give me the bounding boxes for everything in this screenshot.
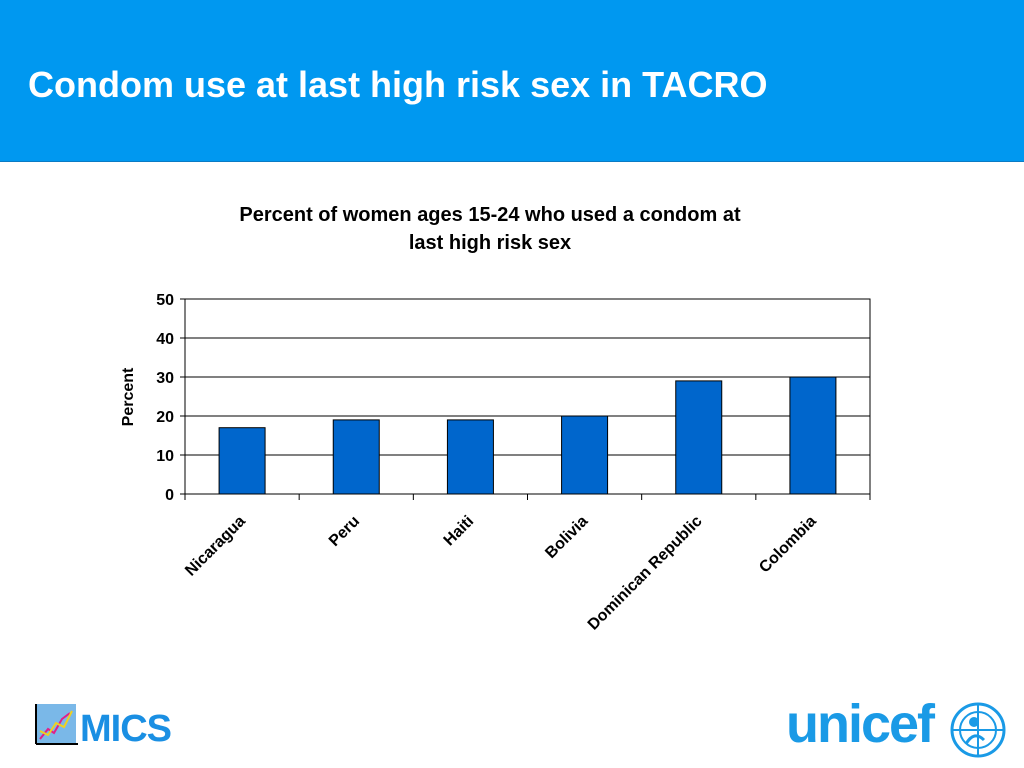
bar-colombia: [789, 376, 837, 495]
chart-title: Percent of women ages 15-24 who used a c…: [140, 201, 840, 257]
bar-haiti: [446, 419, 494, 495]
slide-title: Condom use at last high risk sex in TACR…: [28, 64, 768, 105]
chart-title-line-2: last high risk sex: [408, 232, 572, 254]
unicef-emblem-icon: [950, 702, 1006, 758]
y-axis-label: Percent: [120, 367, 137, 426]
x-tick-label: Dominican Republic: [585, 513, 706, 634]
bar-peru: [332, 419, 380, 495]
bar-chart: 0 10 20 30 40 50 Nicaragua Peru Haiti BoliviaDomi…: [120, 292, 871, 634]
bar-nicaragua: [218, 427, 266, 495]
x-tick-label: Nicaragua: [182, 513, 249, 580]
x-tick-label: Peru: [326, 513, 363, 550]
bars: [218, 376, 837, 495]
x-tick-label: Haiti: [441, 513, 478, 550]
plot-area-frame: [184, 298, 871, 495]
title-banner: Condom use at last high risk sex in TACR…: [0, 0, 1024, 162]
y-tick-label: 20: [156, 409, 174, 426]
y-tick-label: 30: [156, 370, 174, 387]
gridlines: [184, 298, 871, 495]
y-tick-label: 40: [156, 331, 174, 348]
mics-chart-icon: [35, 704, 78, 745]
bar-dominican-republic: [675, 380, 723, 495]
unicef-wordmark: unicef: [786, 694, 935, 754]
x-tick-label: Bolivia: [542, 513, 591, 562]
mics-logo-text: MICS: [80, 708, 172, 750]
y-tick-label: 50: [156, 292, 174, 309]
y-tick-label: 0: [165, 487, 174, 504]
x-tick-label: Colombia: [756, 513, 820, 577]
chart-title-line-1: Percent of women ages 15-24 who used a c…: [239, 204, 741, 226]
bar-bolivia: [561, 415, 609, 495]
y-tick-label: 10: [156, 448, 174, 465]
